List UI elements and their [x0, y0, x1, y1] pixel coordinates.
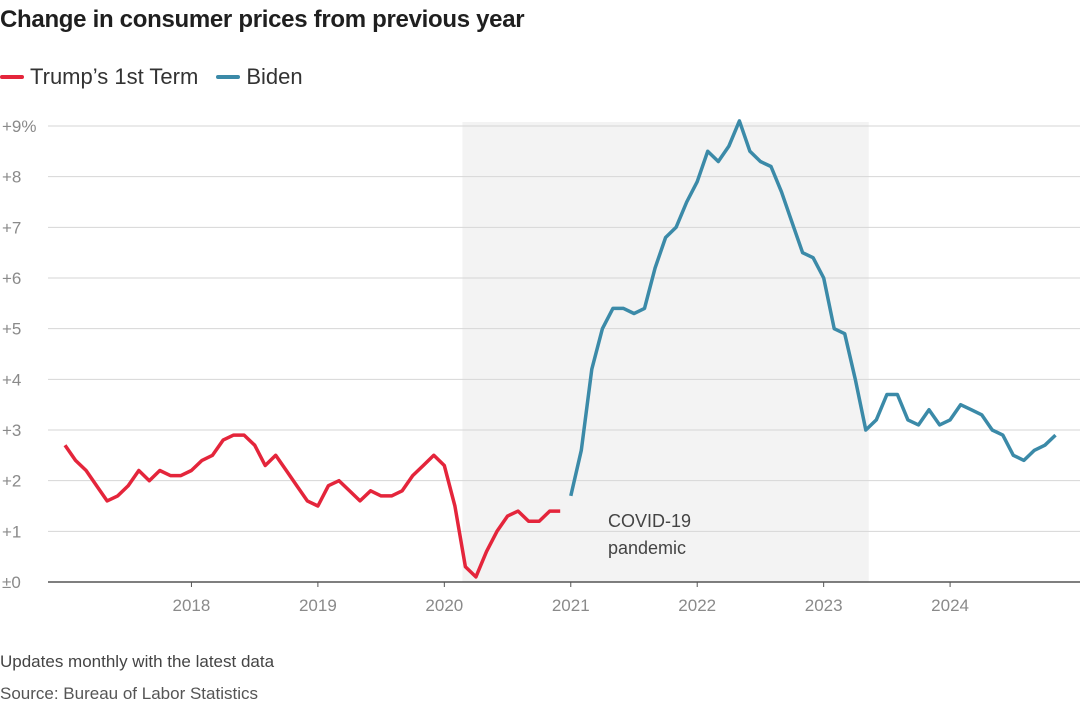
legend-label-trump: Trump’s 1st Term [30, 64, 199, 89]
y-tick-label: +6 [2, 269, 21, 288]
y-tick-label: +9% [2, 117, 37, 136]
legend-item-trump: Trump’s 1st Term [0, 64, 198, 90]
y-tick-label: +1 [2, 522, 21, 541]
y-tick-label: +4 [2, 370, 21, 389]
line-chart: ±0+1+2+3+4+5+6+7+8+9% 2018 2019 2020 2021 20… [2, 117, 1080, 615]
y-axis-tick-labels: ±0 +1 +2 +3 +4 +5 +6 +7 +8 +9% [2, 117, 37, 592]
chart-title: Change in consumer prices from previous … [0, 6, 525, 33]
covid-annotation-line: COVID-19 [608, 511, 691, 531]
legend-label-biden: Biden [246, 64, 303, 89]
y-tick-label: +7 [2, 218, 21, 237]
annotations: COVID-19 pandemic [608, 511, 691, 558]
x-tick-label: 2018 [173, 596, 211, 615]
legend-item-biden: Biden [216, 64, 303, 90]
y-tick-label: +8 [2, 168, 21, 187]
x-tick-label: 2023 [805, 596, 843, 615]
legend-swatch-trump [0, 75, 24, 79]
x-tick-label: 2021 [552, 596, 590, 615]
x-tick-label: 2019 [299, 596, 337, 615]
x-tick-label: 2022 [678, 596, 716, 615]
covid-annotation-line: pandemic [608, 538, 686, 558]
y-tick-label: +5 [2, 320, 21, 339]
series-line-trump [63, 433, 561, 579]
x-tick-label: 2020 [425, 596, 463, 615]
series-line-biden [569, 119, 1057, 497]
y-tick-label: +3 [2, 421, 21, 440]
x-tick-label: 2024 [931, 596, 969, 615]
legend: Trump’s 1st Term Biden [0, 64, 321, 90]
covid-shaded-region [462, 122, 869, 582]
update-note: Updates monthly with the latest data [0, 652, 275, 671]
series-lines [63, 119, 1057, 579]
gridlines [48, 125, 1080, 583]
y-tick-label: ±0 [2, 573, 21, 592]
legend-swatch-biden [216, 75, 241, 79]
source-note: Source: Bureau of Labor Statistics [0, 684, 258, 703]
x-axis-tick-labels: 2018 2019 2020 2021 2022 2023 2024 [173, 582, 969, 615]
y-tick-label: +2 [2, 472, 21, 491]
covid-shaded-region-group [462, 122, 869, 582]
